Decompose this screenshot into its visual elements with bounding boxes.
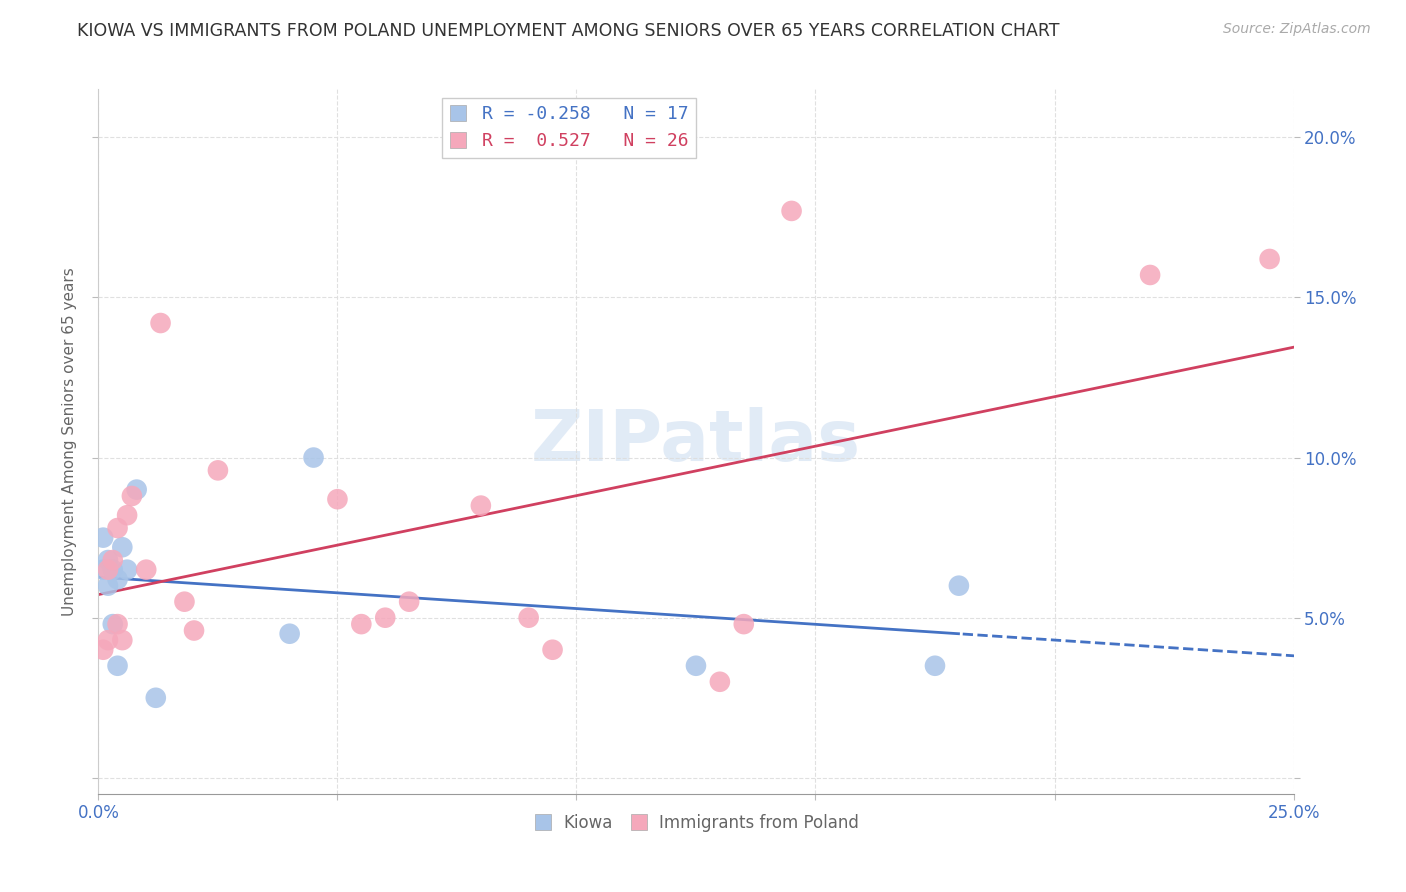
Point bbox=[948, 579, 970, 593]
Point bbox=[97, 563, 120, 577]
Point bbox=[326, 492, 349, 507]
Point bbox=[101, 617, 124, 632]
Point bbox=[91, 642, 114, 657]
Point bbox=[97, 633, 120, 648]
Point bbox=[278, 626, 301, 640]
Text: ZIPatlas: ZIPatlas bbox=[531, 407, 860, 476]
Point bbox=[97, 579, 120, 593]
Point bbox=[135, 563, 157, 577]
Point bbox=[173, 595, 195, 609]
Point bbox=[115, 563, 138, 577]
Point bbox=[374, 610, 396, 624]
Point bbox=[709, 674, 731, 689]
Legend: Kiowa, Immigrants from Poland: Kiowa, Immigrants from Poland bbox=[526, 807, 866, 838]
Point bbox=[111, 540, 134, 554]
Point bbox=[398, 595, 420, 609]
Point bbox=[145, 690, 167, 705]
Point bbox=[107, 572, 129, 586]
Point bbox=[97, 553, 120, 567]
Point bbox=[470, 499, 492, 513]
Point bbox=[115, 508, 138, 523]
Point bbox=[91, 563, 114, 577]
Point bbox=[517, 610, 540, 624]
Y-axis label: Unemployment Among Seniors over 65 years: Unemployment Among Seniors over 65 years bbox=[62, 268, 77, 615]
Point bbox=[924, 658, 946, 673]
Point bbox=[125, 483, 148, 497]
Point bbox=[350, 617, 373, 632]
Point bbox=[780, 203, 803, 218]
Point bbox=[541, 642, 564, 657]
Point bbox=[733, 617, 755, 632]
Point bbox=[91, 531, 114, 545]
Point bbox=[107, 521, 129, 535]
Text: Source: ZipAtlas.com: Source: ZipAtlas.com bbox=[1223, 22, 1371, 37]
Point bbox=[121, 489, 143, 503]
Point bbox=[101, 563, 124, 577]
Point bbox=[149, 316, 172, 330]
Text: KIOWA VS IMMIGRANTS FROM POLAND UNEMPLOYMENT AMONG SENIORS OVER 65 YEARS CORRELA: KIOWA VS IMMIGRANTS FROM POLAND UNEMPLOY… bbox=[77, 22, 1060, 40]
Point bbox=[1139, 268, 1161, 282]
Point bbox=[302, 450, 325, 465]
Point bbox=[101, 553, 124, 567]
Point bbox=[1258, 252, 1281, 266]
Point bbox=[207, 463, 229, 477]
Point bbox=[111, 633, 134, 648]
Point bbox=[107, 658, 129, 673]
Point bbox=[685, 658, 707, 673]
Point bbox=[107, 617, 129, 632]
Point bbox=[183, 624, 205, 638]
